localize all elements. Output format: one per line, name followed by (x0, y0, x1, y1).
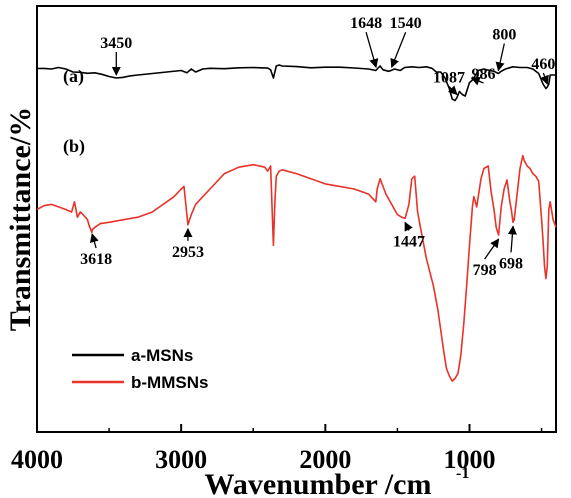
peak-label: 1648 (350, 15, 382, 32)
peak-label: 460 (531, 56, 555, 73)
legend-label-b-mmsns: b-MMSNs (131, 373, 208, 392)
peak-label: 1540 (390, 15, 422, 32)
x-tick-label: 3000 (155, 445, 207, 474)
peak-arrow (89, 233, 99, 249)
plot-frame (36, 5, 557, 433)
x-tick-label: 1000 (444, 445, 496, 474)
x-tick-label: 4000 (11, 445, 63, 474)
curve-label-b: (b) (63, 136, 85, 157)
curve-label-a: (a) (63, 66, 84, 87)
peak-annotation: 3450 (100, 35, 132, 76)
axes: 4000 3000 2000 1000 Wavenumber /cm -1 Transmit… (4, 107, 543, 498)
peak-label: 698 (499, 255, 523, 272)
peak-arrow (540, 72, 549, 85)
peak-arrow (404, 221, 413, 232)
peak-annotation: 1648 (350, 15, 382, 69)
peak-annotation: 3618 (80, 233, 112, 268)
peak-annotation: 698 (499, 225, 523, 272)
series-line-a-msns (36, 64, 556, 102)
peak-arrow (390, 31, 407, 69)
peak-annotation: 800 (492, 27, 516, 72)
peak-annotation: 2953 (172, 227, 204, 261)
peak-arrow (470, 76, 484, 86)
peak-label: 2953 (172, 244, 204, 261)
y-axis-title: Transmittance/% (4, 107, 37, 331)
peak-arrow (365, 32, 379, 69)
x-axis-title-superscript: -1 (456, 465, 469, 482)
legend-label-a-msns: a-MSNs (131, 346, 193, 365)
curve-labels: (a) (b) (63, 66, 85, 157)
peak-label: 800 (492, 27, 516, 44)
peak-annotation: 1087 (433, 70, 465, 96)
peak-annotation: 1447 (393, 221, 425, 250)
peak-label: 3618 (80, 251, 112, 268)
plot-area (36, 5, 557, 433)
peak-arrow (484, 238, 500, 260)
x-axis-title: Wavenumber /cm (205, 468, 432, 498)
peak-annotation: 460 (531, 56, 555, 85)
peak-annotations: 3450 1648 1540 1087 986 800 460 3618 2953 1447 798… (80, 15, 555, 279)
peak-label: 3450 (100, 35, 132, 52)
peak-annotation: 798 (473, 238, 500, 279)
spectra-curves (36, 64, 557, 382)
peak-label: 1087 (433, 70, 465, 87)
peak-arrow (495, 43, 505, 72)
x-tick-label: 2000 (299, 445, 351, 474)
peak-label: 986 (472, 66, 496, 83)
legend: a-MSNs b-MMSNs (72, 346, 208, 392)
peak-arrow (507, 225, 517, 253)
peak-annotation: 1540 (390, 15, 422, 69)
peak-arrow (447, 85, 458, 96)
peak-label: 798 (473, 262, 497, 279)
peak-annotation: 986 (470, 66, 496, 86)
series-line-b-mmsns (36, 154, 557, 382)
peak-label: 1447 (393, 233, 425, 250)
